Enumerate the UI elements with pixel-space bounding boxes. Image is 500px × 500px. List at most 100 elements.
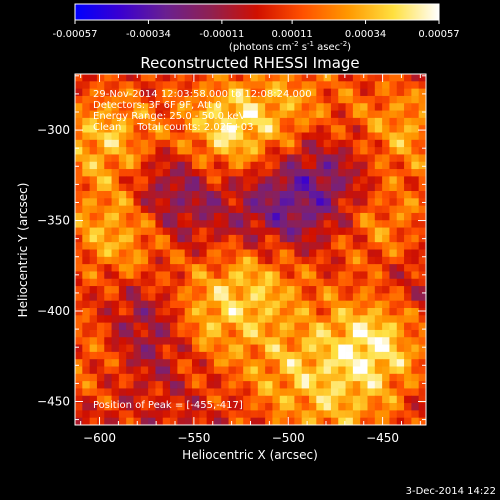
heatmap-cell <box>257 205 266 214</box>
colorbar-tick-label: 0.00034 <box>345 29 386 40</box>
heatmap-cell <box>89 300 98 309</box>
heatmap-cell <box>396 88 405 97</box>
heatmap-cell <box>330 198 339 207</box>
heatmap-cell <box>404 88 412 97</box>
heatmap-cell <box>404 249 412 258</box>
heatmap-cell <box>155 417 164 425</box>
heatmap-cell <box>396 242 405 250</box>
heatmap-cell <box>82 169 91 177</box>
heatmap-cell <box>213 249 222 258</box>
heatmap-cell <box>133 256 142 265</box>
heatmap-cell <box>118 264 127 272</box>
heatmap-cell <box>389 161 398 170</box>
heatmap-cell <box>206 329 215 338</box>
heatmap-cell <box>338 417 346 425</box>
heatmap-cell <box>170 234 178 243</box>
heatmap-cell <box>382 286 390 294</box>
heatmap-cell <box>133 264 142 272</box>
heatmap-cell <box>309 366 317 375</box>
heatmap-cell <box>374 315 383 324</box>
heatmap-cell <box>170 373 178 382</box>
colorbar-tick-label: 0.00057 <box>418 29 459 40</box>
heatmap-cell <box>199 256 208 265</box>
heatmap-cell <box>213 183 222 192</box>
heatmap-cell <box>199 410 208 419</box>
heatmap-cell <box>338 286 346 294</box>
heatmap-cell <box>330 176 339 185</box>
heatmap-cell <box>316 220 325 228</box>
heatmap-cell <box>309 191 317 199</box>
heatmap-cell <box>184 271 193 280</box>
heatmap-cell <box>389 329 398 338</box>
heatmap-cell <box>287 103 295 111</box>
heatmap-cell <box>104 373 112 382</box>
heatmap-cell <box>140 329 149 338</box>
heatmap-cell <box>250 117 259 126</box>
heatmap-cell <box>221 227 229 236</box>
heatmap-cell <box>374 220 383 228</box>
heatmap-cell <box>404 403 412 411</box>
heatmap-cell <box>411 227 420 236</box>
heatmap-cell <box>148 278 156 287</box>
heatmap-cell <box>257 293 266 302</box>
heatmap-cell <box>111 293 120 302</box>
heatmap-cell <box>111 249 120 258</box>
heatmap-cell <box>396 344 405 353</box>
heatmap-cell <box>338 329 346 338</box>
heatmap-cell <box>177 110 186 119</box>
heatmap-cell <box>162 125 171 133</box>
heatmap-cell <box>411 264 420 272</box>
heatmap-cell <box>192 271 200 280</box>
heatmap-cell <box>82 388 91 397</box>
heatmap-cell <box>162 410 171 419</box>
heatmap-cell <box>213 176 222 185</box>
heatmap-cell <box>206 117 215 126</box>
heatmap-cell <box>177 308 186 316</box>
heatmap-cell <box>374 271 383 280</box>
heatmap-cell <box>148 154 156 163</box>
heatmap-cell <box>133 110 142 119</box>
heatmap-cell <box>330 329 339 338</box>
heatmap-cell <box>338 351 346 360</box>
heatmap-cell <box>199 183 208 192</box>
heatmap-cell <box>257 147 266 155</box>
heatmap-cell <box>389 410 398 419</box>
heatmap-cell <box>396 381 405 389</box>
heatmap-cell <box>330 271 339 280</box>
heatmap-cell <box>411 234 420 243</box>
heatmap-cell <box>367 410 376 419</box>
heatmap-cell <box>418 110 426 119</box>
heatmap-cell <box>345 395 354 404</box>
heatmap-cell <box>309 403 317 411</box>
heatmap-cell <box>133 169 142 177</box>
heatmap-cell <box>411 183 420 192</box>
heatmap-cell <box>323 359 332 367</box>
heatmap-cell <box>382 322 390 331</box>
heatmap-cell <box>257 344 266 353</box>
heatmap-cell <box>118 322 127 331</box>
heatmap-cell <box>294 132 303 141</box>
heatmap-cell <box>133 212 142 221</box>
heatmap-cell <box>404 351 412 360</box>
heatmap-cell <box>184 81 193 90</box>
heatmap-cell <box>235 103 244 111</box>
heatmap-cell <box>192 161 200 170</box>
heatmap-cell <box>382 395 390 404</box>
heatmap-cell <box>235 315 244 324</box>
heatmap-cell <box>235 81 244 90</box>
heatmap-cell <box>140 139 149 148</box>
heatmap-cell <box>133 139 142 148</box>
heatmap-cell <box>316 417 325 425</box>
heatmap-cell <box>382 132 390 141</box>
heatmap-cell <box>192 373 200 382</box>
heatmap-cell <box>367 337 376 345</box>
heatmap-cell <box>221 395 229 404</box>
heatmap-cell <box>323 234 332 243</box>
heatmap-cell <box>192 132 200 141</box>
heatmap-cell <box>360 286 368 294</box>
heatmap-cell <box>177 256 186 265</box>
heatmap-cell <box>111 403 120 411</box>
heatmap-cell <box>338 322 346 331</box>
heatmap-cell <box>404 264 412 272</box>
heatmap-cell <box>257 249 266 258</box>
